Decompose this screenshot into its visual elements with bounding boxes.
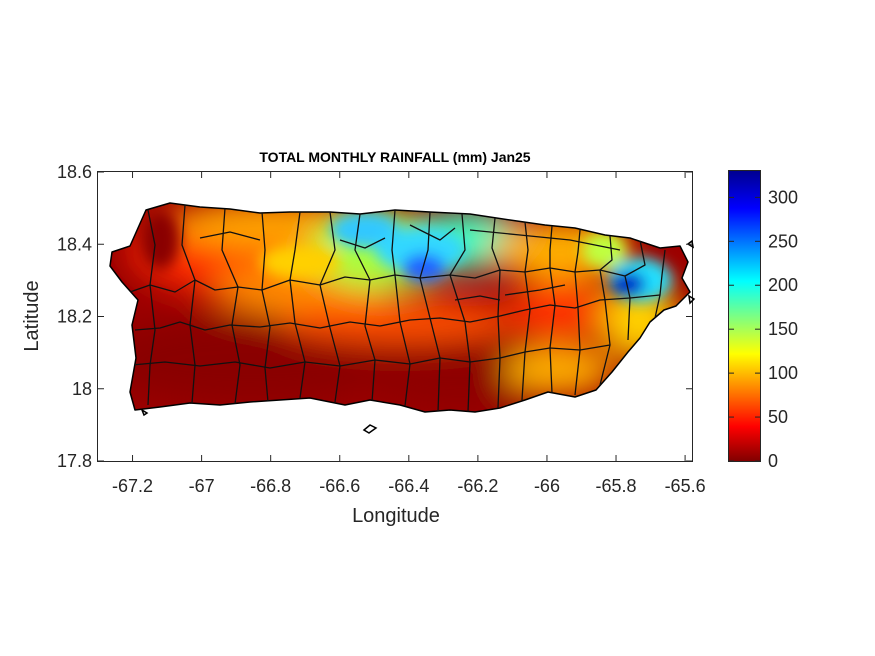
x-tick-label: -67 (189, 476, 215, 496)
chart-title: TOTAL MONTHLY RAINFALL (mm) Jan25 (259, 149, 530, 165)
y-tick-label: 18.4 (57, 234, 92, 254)
municipality-boundaries (129, 204, 666, 412)
colorbar-tick-label: 100 (768, 363, 798, 383)
colorbar (728, 170, 761, 462)
y-tick-label: 18.2 (57, 307, 92, 327)
colorbar-ticks (729, 196, 760, 462)
y-tick-label: 18.6 (57, 162, 92, 182)
x-tick-label: -66 (534, 476, 560, 496)
x-tick-label: -66.6 (319, 476, 360, 496)
y-axis-tick-labels: 17.8 18 18.2 18.4 18.6 (57, 162, 92, 471)
y-tick-label: 18 (72, 379, 92, 399)
colorbar-tick-label: 0 (768, 451, 778, 471)
axis-ticks (98, 171, 692, 462)
colorbar-tick-label: 150 (768, 319, 798, 339)
x-tick-label: -65.8 (596, 476, 637, 496)
y-tick-label: 17.8 (57, 451, 92, 471)
x-tick-label: -65.6 (665, 476, 706, 496)
x-tick-label: -66.4 (388, 476, 429, 496)
x-tick-label: -66.8 (250, 476, 291, 496)
rainfall-field (110, 203, 690, 412)
x-tick-label: -66.2 (457, 476, 498, 496)
y-axis-label: Latitude (21, 280, 43, 351)
offshore-islets (140, 239, 696, 434)
colorbar-tick-labels: 0 50 100 150 200 250 300 (768, 187, 798, 471)
x-tick-label: -67.2 (112, 476, 153, 496)
colorbar-tick-label: 300 (768, 187, 798, 207)
x-axis-label: Longitude (352, 505, 440, 527)
colorbar-tick-label: 200 (768, 275, 798, 295)
colorbar-tick-label: 250 (768, 231, 798, 251)
x-axis-tick-labels: -67.2 -67 -66.8 -66.6 -66.4 -66.2 -66 -65.8 -65.… (112, 476, 706, 496)
colorbar-tick-label: 50 (768, 407, 788, 427)
